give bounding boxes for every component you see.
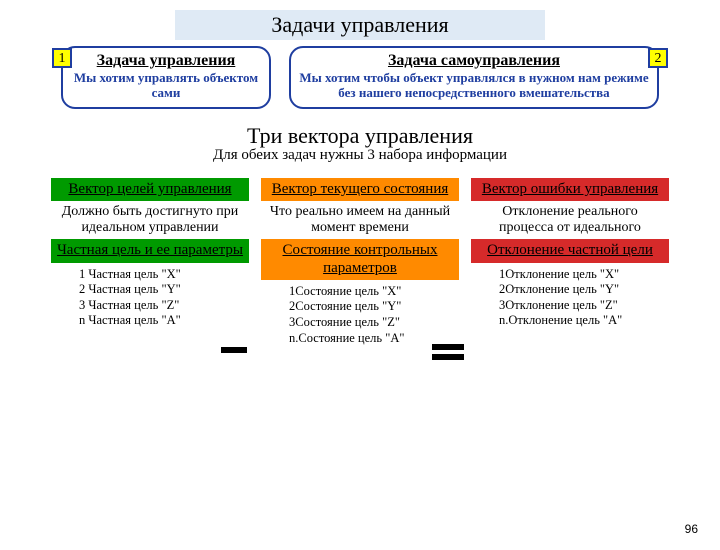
badge-2: 2 bbox=[648, 48, 668, 68]
col2-h1: Вектор текущего состояния bbox=[261, 178, 459, 201]
col1-h1: Вектор целей управления bbox=[51, 178, 249, 201]
list-item: 3Состояние цель "Z" bbox=[289, 315, 457, 331]
list-item: 1Состояние цель "X" bbox=[289, 284, 457, 300]
col3-list: 1Отклонение цель "X" 2Отклонение цель "Y… bbox=[471, 263, 669, 330]
task-box-self-management: 2 Задача самоуправления Мы хотим чтобы о… bbox=[289, 46, 659, 109]
task-box-management: 1 Задача управления Мы хотим управлять о… bbox=[61, 46, 271, 109]
col2-list: 1Состояние цель "X" 2Состояние цель "Y" … bbox=[261, 280, 459, 347]
task2-title: Задача самоуправления bbox=[299, 52, 649, 70]
col2-p1: Что реально имеем на данный момент време… bbox=[261, 201, 459, 239]
main-title: Задачи управления bbox=[175, 10, 545, 40]
tasks-row: 1 Задача управления Мы хотим управлять о… bbox=[0, 46, 720, 109]
badge-1: 1 bbox=[52, 48, 72, 68]
list-item: 3Отклонение цель "Z" bbox=[499, 298, 667, 314]
list-item: 3 Частная цель "Z" bbox=[79, 298, 247, 314]
list-item: n Частная цель "A" bbox=[79, 313, 247, 329]
col1-h2: Частная цель и ее параметры bbox=[51, 239, 249, 262]
col3-p1: Отклонение реального процесса от идеальн… bbox=[471, 201, 669, 239]
list-item: 1Отклонение цель "X" bbox=[499, 267, 667, 283]
col3-h2: Отклонение частной цели bbox=[471, 239, 669, 262]
list-item: n.Отклонение цель "A" bbox=[499, 313, 667, 329]
list-item: 1 Частная цель "X" bbox=[79, 267, 247, 283]
minus-icon bbox=[221, 344, 247, 356]
list-item: 2Состояние цель "Y" bbox=[289, 299, 457, 315]
col1-list: 1 Частная цель "X" 2 Частная цель "Y" 3 … bbox=[51, 263, 249, 330]
col1-p1: Должно быть достигнуто при идеальном упр… bbox=[51, 201, 249, 239]
col2-h2: Состояние контрольных параметров bbox=[261, 239, 459, 280]
col-error: Вектор ошибки управления Отклонение реал… bbox=[471, 178, 669, 346]
page-number: 96 bbox=[685, 522, 698, 536]
task2-sub: Мы хотим чтобы объект управлялся в нужно… bbox=[299, 71, 649, 101]
col3-h1: Вектор ошибки управления bbox=[471, 178, 669, 201]
list-item: 2 Частная цель "Y" bbox=[79, 282, 247, 298]
task1-title: Задача управления bbox=[71, 52, 261, 70]
columns: Вектор целей управления Должно быть дост… bbox=[0, 178, 720, 346]
section-title: Три вектора управления bbox=[0, 123, 720, 149]
task1-sub: Мы хотим управлять объектом сами bbox=[71, 71, 261, 101]
col-state: Вектор текущего состояния Что реально им… bbox=[261, 178, 459, 346]
section-sub: Для обеих задач нужны 3 набора информаци… bbox=[0, 147, 720, 164]
equals-icon bbox=[432, 344, 464, 360]
list-item: 2Отклонение цель "Y" bbox=[499, 282, 667, 298]
col-goals: Вектор целей управления Должно быть дост… bbox=[51, 178, 249, 346]
